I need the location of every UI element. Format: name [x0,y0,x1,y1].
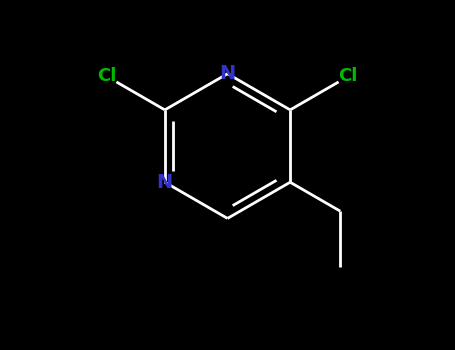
Text: Cl: Cl [339,67,358,85]
Text: N: N [219,64,236,83]
Text: Cl: Cl [97,67,116,85]
Text: N: N [157,173,173,192]
